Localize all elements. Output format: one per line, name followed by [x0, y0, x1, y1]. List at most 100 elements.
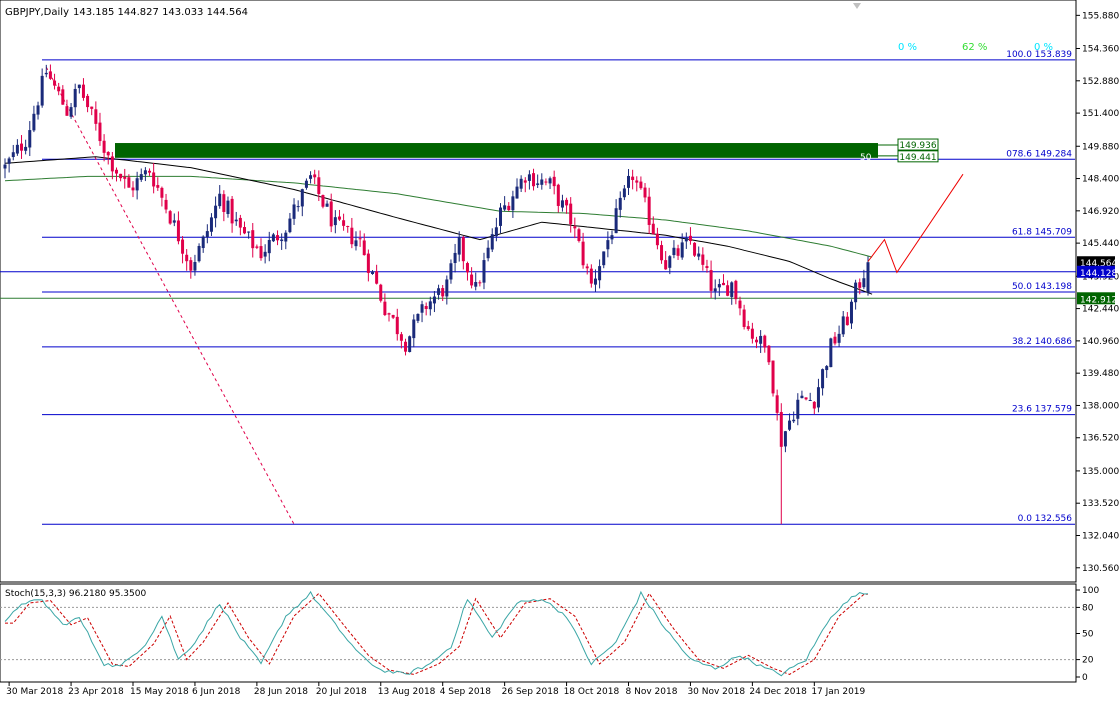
fib-pct: 0.0	[1018, 514, 1033, 524]
candle-body	[36, 105, 40, 115]
candle-body	[428, 301, 432, 310]
candle-body	[234, 219, 238, 222]
candle-body	[263, 251, 267, 257]
candle-body	[717, 284, 721, 288]
candle-body	[474, 282, 478, 287]
chart-shift-icon[interactable]	[853, 3, 861, 9]
candle-body	[688, 235, 692, 242]
candle-body	[139, 174, 143, 180]
candle-body	[746, 326, 750, 330]
candle-body	[556, 184, 560, 206]
candle-body	[358, 238, 362, 240]
price-tick-label: 149.880	[1082, 142, 1119, 152]
candle-body	[379, 284, 383, 301]
price-tick-label: 146.920	[1082, 207, 1119, 217]
candlestick-series	[3, 64, 870, 525]
candle-body	[226, 200, 230, 215]
candle-body	[383, 301, 387, 316]
ohlc-readout: 143.185 144.827 143.033 144.564	[73, 7, 248, 18]
stoch-tick-label: 50	[1082, 630, 1094, 640]
candle-body	[24, 146, 28, 151]
candle-body	[821, 369, 825, 389]
candle-body	[606, 240, 610, 250]
candle-body	[565, 199, 569, 206]
candle-body	[114, 169, 118, 174]
candle-body	[284, 232, 288, 242]
time-tick-label: 20 Jul 2018	[316, 687, 367, 697]
candle-body	[218, 193, 222, 207]
current-price-tag-bg	[1077, 256, 1115, 269]
candle-body	[825, 366, 829, 371]
candle-body	[366, 253, 370, 273]
candle-body	[230, 198, 234, 224]
candle-body	[102, 140, 106, 153]
stoch-label: Stoch(15,3,3) 96.2180 95.3500	[5, 589, 146, 599]
candle-body	[552, 176, 556, 187]
candle-body	[408, 336, 412, 352]
candle-body	[209, 217, 213, 232]
candle-body	[375, 271, 379, 284]
candle-body	[168, 211, 172, 224]
candle-body	[540, 179, 544, 185]
candle-body	[837, 333, 841, 343]
candle-body	[404, 341, 408, 352]
candle-body	[222, 194, 226, 212]
candle-body	[457, 237, 461, 255]
candle-body	[676, 248, 680, 256]
candle-body	[321, 195, 325, 207]
stoch-main-line	[4, 590, 869, 677]
price-tick-label: 154.360	[1082, 45, 1119, 55]
candle-body	[759, 335, 763, 344]
time-tick-label: 30 Nov 2018	[687, 687, 745, 697]
hline-tag-bg	[1077, 292, 1115, 305]
candle-body	[65, 106, 69, 116]
tf-wk-label: WK	[935, 42, 952, 53]
time-tick-label: 28 Jun 2018	[254, 687, 308, 697]
candle-body	[829, 338, 833, 368]
candle-body	[709, 270, 713, 291]
time-tick-label: 30 Mar 2018	[6, 687, 63, 697]
candle-body	[57, 86, 61, 92]
candle-body	[494, 227, 498, 237]
candle-body	[779, 412, 783, 447]
zone-tag-low	[897, 150, 939, 163]
timeframe-panel: D1: 0 % | WK 62 % | MN 0 %	[873, 42, 1053, 53]
price-tick-label: 152.880	[1082, 77, 1119, 87]
zone-rect	[115, 143, 878, 158]
price-tick-label: 145.440	[1082, 239, 1119, 249]
candle-body	[854, 282, 858, 303]
candle-body	[445, 279, 449, 297]
fib-pct: 50.0	[1012, 282, 1032, 292]
candle-body	[610, 235, 614, 240]
stoch-panel[interactable]	[0, 583, 1077, 683]
shift-marker[interactable]	[853, 3, 861, 9]
candle-body	[507, 205, 511, 211]
candle-body	[44, 72, 48, 75]
candle-body	[271, 234, 275, 242]
candle-body	[197, 245, 201, 262]
candle-body	[796, 399, 800, 419]
price-tick-label: 148.400	[1082, 175, 1119, 185]
candle-body	[577, 229, 581, 242]
candle-body	[205, 231, 209, 238]
candle-body	[812, 401, 816, 409]
candle-body	[267, 240, 271, 254]
main-panel[interactable]	[0, 0, 1077, 583]
candle-body	[499, 207, 503, 226]
candle-body	[808, 399, 812, 401]
candle-body	[503, 205, 507, 210]
time-tick-label: 8 Nov 2018	[626, 687, 678, 697]
moving-averages	[4, 156, 873, 295]
trendline	[45, 67, 295, 525]
candle-body	[214, 205, 218, 219]
candle-body	[370, 271, 374, 274]
candle-body	[461, 237, 465, 262]
time-tick-label: 18 Oct 2018	[564, 687, 620, 697]
projection-path	[867, 173, 964, 274]
time-tick-label: 15 May 2018	[130, 687, 189, 697]
candle-body	[470, 274, 474, 286]
candle-body	[432, 296, 436, 304]
